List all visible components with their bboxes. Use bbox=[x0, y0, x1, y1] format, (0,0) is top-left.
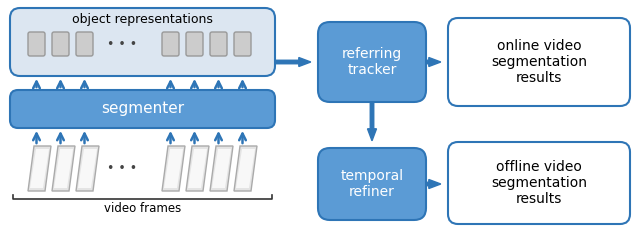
Text: segmenter: segmenter bbox=[101, 101, 184, 116]
FancyBboxPatch shape bbox=[318, 148, 426, 220]
FancyBboxPatch shape bbox=[318, 22, 426, 102]
FancyBboxPatch shape bbox=[162, 32, 179, 56]
FancyBboxPatch shape bbox=[186, 32, 203, 56]
FancyArrow shape bbox=[426, 58, 441, 67]
FancyBboxPatch shape bbox=[76, 32, 93, 56]
FancyBboxPatch shape bbox=[448, 142, 630, 224]
Polygon shape bbox=[52, 146, 75, 191]
Text: referring
tracker: referring tracker bbox=[342, 47, 402, 77]
Polygon shape bbox=[54, 149, 73, 188]
Polygon shape bbox=[188, 149, 207, 188]
Polygon shape bbox=[236, 149, 255, 188]
Text: temporal
refiner: temporal refiner bbox=[340, 169, 404, 199]
FancyArrow shape bbox=[426, 180, 441, 188]
Polygon shape bbox=[186, 146, 209, 191]
Polygon shape bbox=[210, 146, 233, 191]
FancyBboxPatch shape bbox=[10, 8, 275, 76]
Polygon shape bbox=[76, 146, 99, 191]
Text: • • •: • • • bbox=[107, 162, 137, 175]
Text: offline video
segmentation
results: offline video segmentation results bbox=[491, 160, 587, 206]
FancyArrow shape bbox=[275, 58, 311, 67]
Polygon shape bbox=[30, 149, 49, 188]
FancyBboxPatch shape bbox=[234, 32, 251, 56]
Polygon shape bbox=[78, 149, 97, 188]
FancyBboxPatch shape bbox=[10, 90, 275, 128]
Text: video frames: video frames bbox=[104, 202, 181, 215]
FancyArrow shape bbox=[367, 102, 376, 141]
Text: • • •: • • • bbox=[107, 39, 137, 52]
Polygon shape bbox=[234, 146, 257, 191]
Polygon shape bbox=[212, 149, 231, 188]
FancyBboxPatch shape bbox=[210, 32, 227, 56]
FancyBboxPatch shape bbox=[448, 18, 630, 106]
Text: online video
segmentation
results: online video segmentation results bbox=[491, 39, 587, 85]
Text: object representations: object representations bbox=[72, 13, 213, 26]
FancyBboxPatch shape bbox=[52, 32, 69, 56]
Polygon shape bbox=[164, 149, 183, 188]
Polygon shape bbox=[28, 146, 51, 191]
Polygon shape bbox=[162, 146, 185, 191]
FancyBboxPatch shape bbox=[28, 32, 45, 56]
